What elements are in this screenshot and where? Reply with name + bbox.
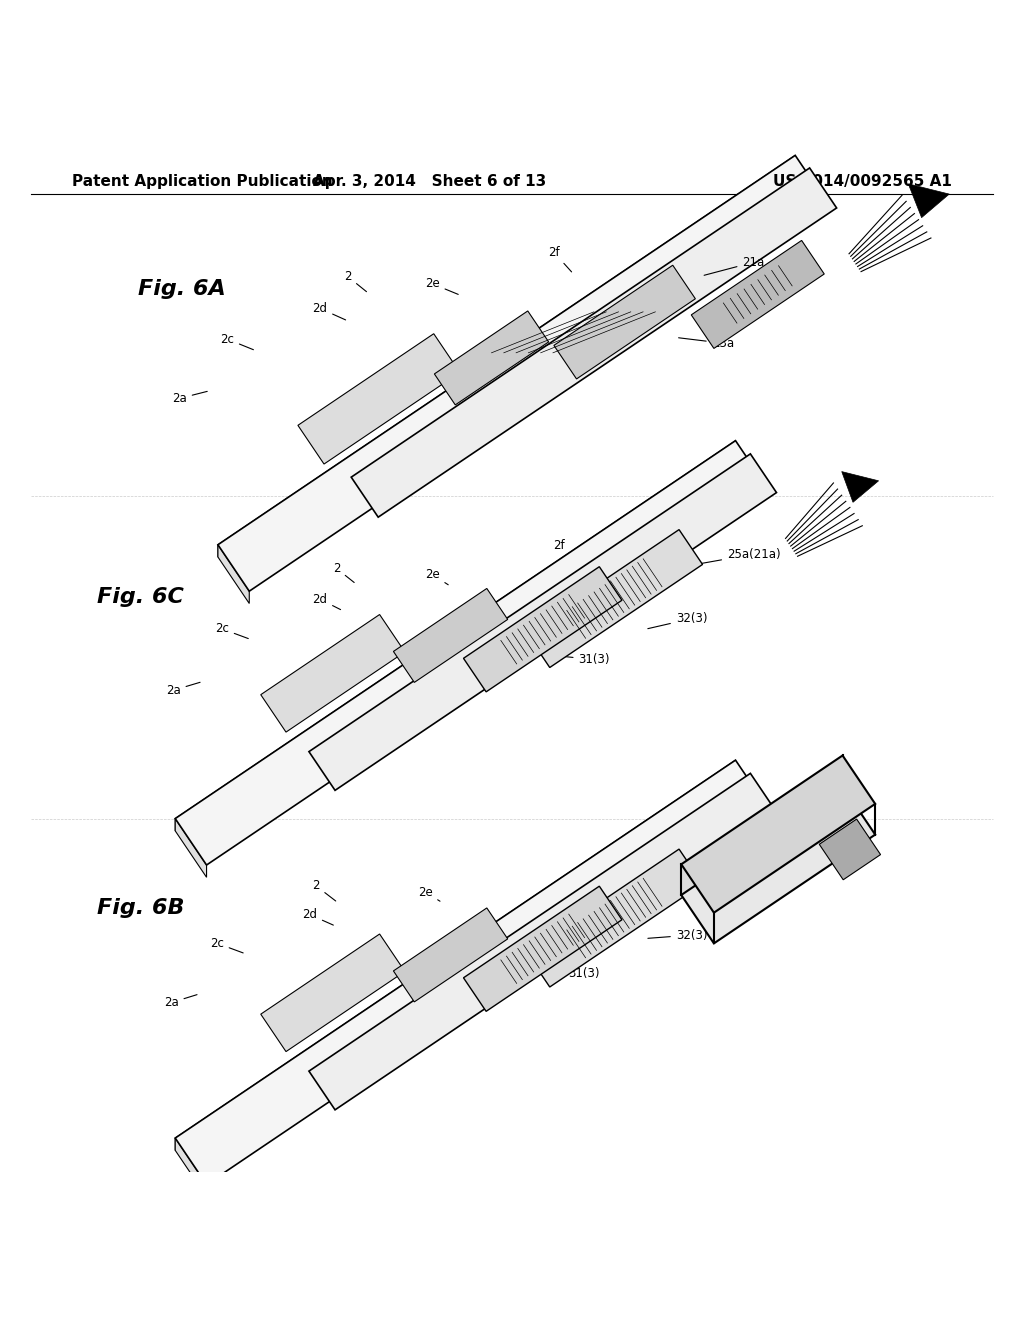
Text: 2a: 2a [166,682,200,697]
Text: 25a(21a): 25a(21a) [691,548,780,565]
Text: 2a: 2a [172,391,207,405]
Polygon shape [218,545,249,603]
Polygon shape [691,240,824,348]
Text: 2e: 2e [425,277,458,294]
Text: 2f: 2f [553,540,568,557]
Text: 2: 2 [344,271,367,292]
Text: 2d: 2d [312,593,341,610]
Polygon shape [175,760,767,1184]
Polygon shape [681,755,876,912]
Polygon shape [261,935,404,1052]
Polygon shape [434,312,549,405]
Polygon shape [681,787,876,944]
Text: 2c: 2c [215,622,248,639]
Text: 2: 2 [333,562,354,582]
Text: 2e: 2e [418,886,440,902]
Polygon shape [175,818,207,878]
Polygon shape [309,454,776,791]
Text: US 2014/0092565 A1: US 2014/0092565 A1 [773,174,952,189]
Text: 2d: 2d [302,908,334,925]
Text: 31(3): 31(3) [544,968,600,981]
Text: 2: 2 [312,879,336,902]
Polygon shape [351,168,837,517]
Polygon shape [526,849,702,987]
Polygon shape [464,566,622,692]
Polygon shape [175,1138,207,1197]
Polygon shape [819,820,881,880]
Text: 2f: 2f [548,246,571,272]
Polygon shape [218,156,826,591]
Polygon shape [175,441,767,865]
Text: 2e: 2e [425,568,449,585]
Text: Fig. 6C: Fig. 6C [97,586,184,606]
Polygon shape [908,183,949,218]
Text: 32(3): 32(3) [648,612,708,628]
Text: Apr. 3, 2014   Sheet 6 of 13: Apr. 3, 2014 Sheet 6 of 13 [313,174,547,189]
Polygon shape [261,615,404,733]
Polygon shape [175,760,735,1150]
Polygon shape [218,156,796,557]
Polygon shape [393,908,508,1002]
Polygon shape [464,886,622,1011]
Text: 2c: 2c [210,937,243,953]
Text: 23a: 23a [679,337,734,350]
Text: Fig. 6A: Fig. 6A [138,280,226,300]
Text: 2a: 2a [164,995,197,1008]
Polygon shape [842,471,879,503]
Polygon shape [526,529,702,668]
Text: 24: 24 [408,682,428,698]
Text: 32(3): 32(3) [648,928,708,941]
Text: Fig. 6B: Fig. 6B [97,898,184,917]
Polygon shape [393,589,508,682]
Polygon shape [554,265,695,379]
Text: 5: 5 [663,838,678,862]
Text: 31(3): 31(3) [551,653,610,667]
Text: 2c: 2c [220,333,253,350]
Text: Patent Application Publication: Patent Application Publication [72,174,333,189]
Text: 2d: 2d [312,302,346,319]
Polygon shape [298,334,460,465]
Polygon shape [175,441,735,830]
Text: 21a: 21a [705,256,765,276]
Polygon shape [309,774,776,1110]
